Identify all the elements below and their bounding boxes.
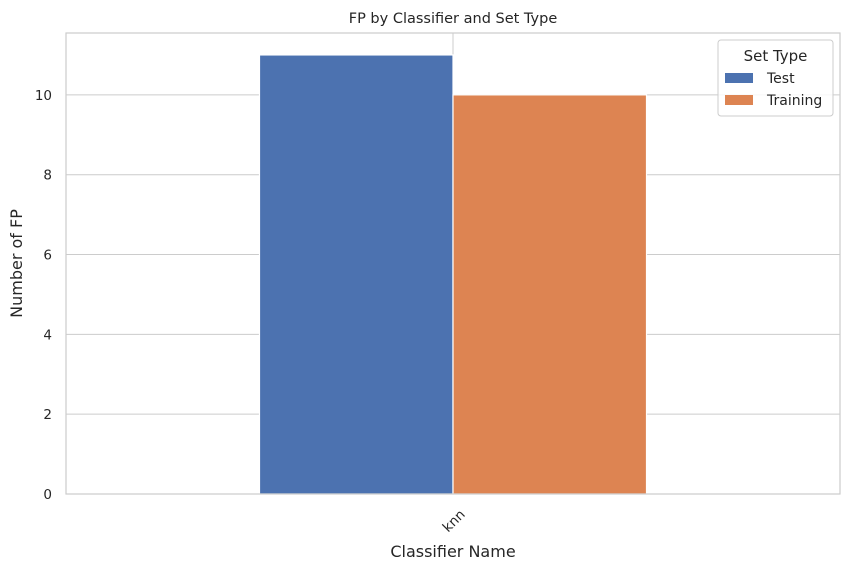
x-axis-ticks: knn	[440, 507, 469, 536]
legend-entries: Test Training	[725, 71, 822, 109]
y-tick-label: 8	[43, 168, 52, 184]
x-tick-label: knn	[440, 507, 469, 536]
chart-title: FP by Classifier and Set Type	[349, 11, 558, 27]
y-tick-label: 10	[35, 88, 52, 104]
y-axis-ticks: 0 2 4 6 8 10	[35, 88, 52, 503]
y-tick-label: 6	[43, 248, 52, 264]
y-tick-label: 2	[43, 407, 52, 423]
legend-swatch-training	[725, 95, 753, 105]
legend-title: Set Type	[744, 47, 808, 65]
legend-label-training: Training	[766, 93, 822, 109]
x-axis-label: Classifier Name	[390, 542, 515, 561]
bar-test-knn	[258, 54, 454, 495]
y-tick-label: 4	[43, 327, 52, 343]
legend: Set Type Test Training	[717, 39, 834, 117]
y-tick-label: 0	[43, 487, 52, 503]
legend-swatch-test	[725, 73, 753, 83]
y-axis-label: Number of FP	[7, 209, 26, 318]
bars	[258, 54, 648, 495]
legend-label-test: Test	[766, 71, 795, 87]
plot-frame	[65, 32, 841, 495]
bar-training-knn	[452, 94, 648, 495]
